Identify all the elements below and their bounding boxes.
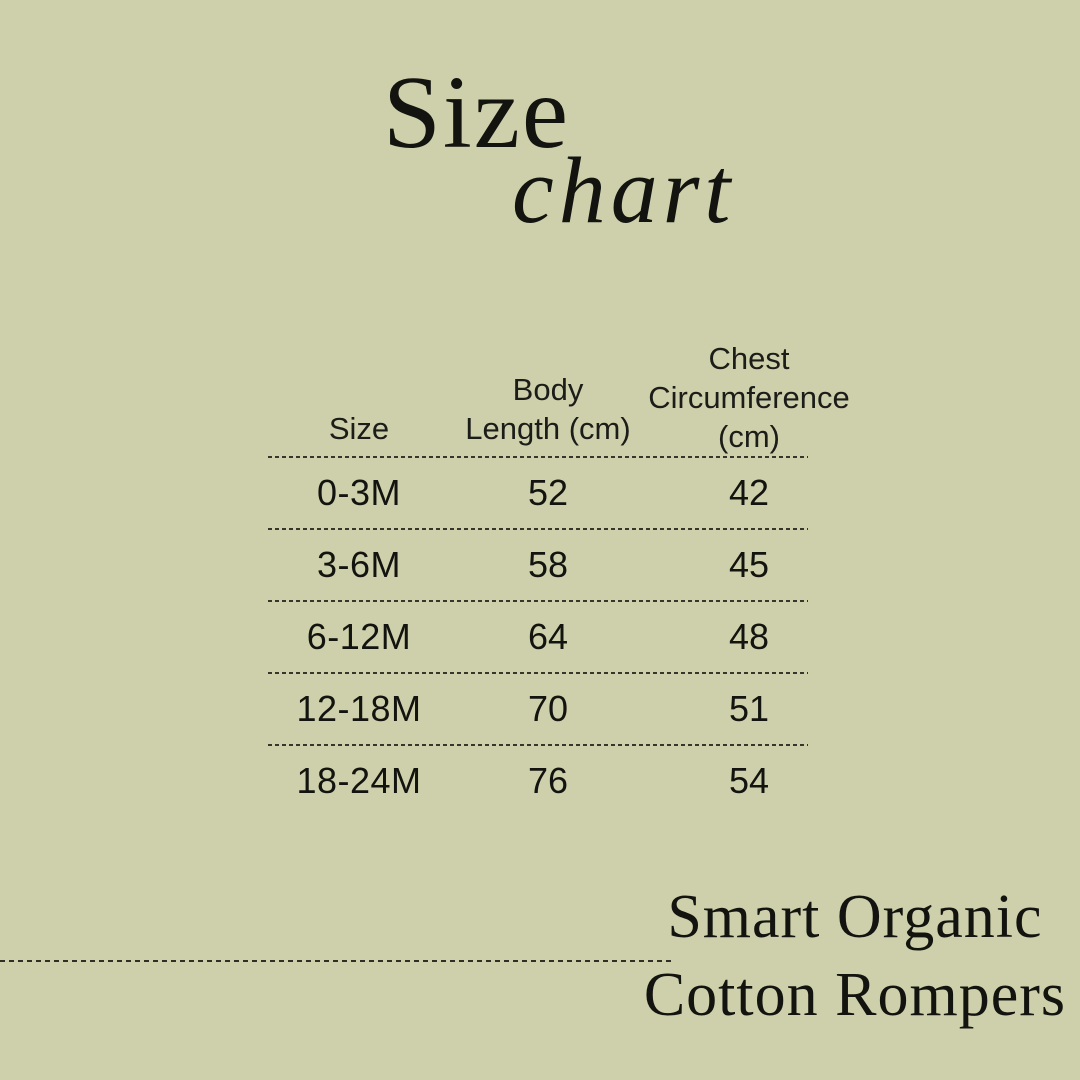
cell-size: 0-3M: [316, 472, 402, 513]
cell-size: 3-6M: [316, 544, 402, 585]
cell-size: 18-24M: [296, 760, 422, 801]
cell-length: 76: [527, 760, 569, 801]
table-row: 6-12M 64 48: [268, 602, 852, 672]
cell-chest: 45: [728, 544, 770, 585]
cell-size: 12-18M: [296, 688, 422, 729]
cell-length: 52: [527, 472, 569, 513]
product-name-line2: Cotton Rompers: [643, 961, 1066, 1029]
header-size-line1: Size: [328, 411, 390, 446]
row-separator: [268, 456, 808, 458]
header-body-length-line1: Body: [512, 372, 584, 407]
header-chest-line2: Circumference: [648, 380, 850, 415]
row-separator: [268, 672, 808, 674]
table-header-row: Size Body Length (cm) Chest Circumferenc…: [268, 338, 852, 456]
table-row: 0-3M 52 42: [268, 458, 852, 528]
header-body-length: Body Length (cm): [450, 370, 646, 456]
cell-chest: 48: [728, 616, 770, 657]
table-row: 3-6M 58 45: [268, 530, 852, 600]
cell-chest: 51: [728, 688, 770, 729]
cell-length: 64: [527, 616, 569, 657]
page-title-chart: chart: [512, 139, 736, 243]
row-separator: [268, 528, 808, 530]
header-chest-circumference: Chest Circumference (cm): [646, 339, 852, 456]
cell-size: 6-12M: [306, 616, 412, 657]
row-separator: [268, 744, 808, 746]
cell-length: 58: [527, 544, 569, 585]
table-row: 18-24M 76 54: [268, 746, 852, 816]
size-table: Size Body Length (cm) Chest Circumferenc…: [268, 338, 852, 816]
page-title-size: Size: [383, 55, 571, 170]
bottom-dashed-divider: [0, 960, 673, 962]
header-body-length-line2: Length (cm): [465, 411, 631, 446]
header-chest-line3: (cm): [718, 419, 780, 454]
cell-chest: 54: [728, 760, 770, 801]
product-name: Smart Organic Cotton Rompers: [644, 878, 1066, 1034]
row-separator: [268, 600, 808, 602]
cell-chest: 42: [728, 472, 770, 513]
header-size: Size: [268, 409, 450, 456]
table-row: 12-18M 70 51: [268, 674, 852, 744]
product-name-line1: Smart Organic: [667, 883, 1043, 951]
cell-length: 70: [527, 688, 569, 729]
header-chest-line1: Chest: [708, 341, 790, 376]
